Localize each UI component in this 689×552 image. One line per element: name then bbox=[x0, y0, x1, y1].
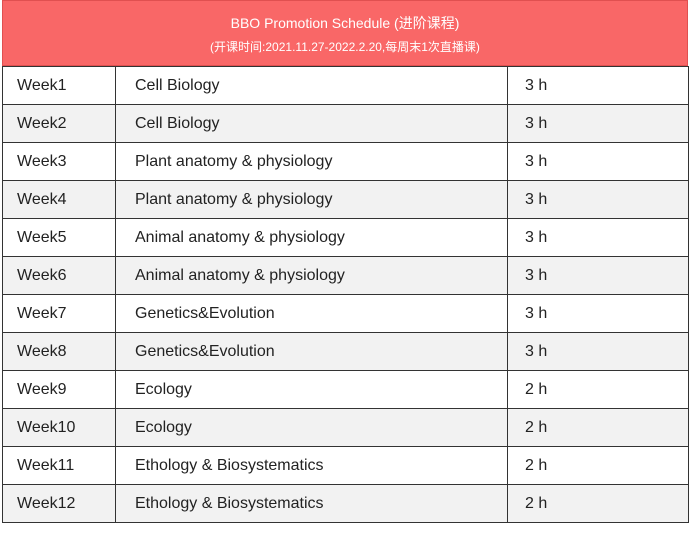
course-cell: Ethology & Biosystematics bbox=[115, 446, 508, 485]
table-row: Week9 Ecology 2 h bbox=[2, 370, 689, 409]
course-cell: Cell Biology bbox=[115, 66, 508, 105]
course-cell: Ecology bbox=[115, 370, 508, 409]
table-body: Week1 Cell Biology 3 h Week2 Cell Biology 3 h… bbox=[2, 66, 689, 523]
hours-cell: 3 h bbox=[507, 332, 689, 371]
title: BBO Promotion Schedule (进阶课程) bbox=[230, 15, 460, 31]
hours-cell: 3 h bbox=[507, 142, 689, 181]
week-cell: Week7 bbox=[2, 294, 116, 333]
table-row: Week1 Cell Biology 3 h bbox=[2, 66, 689, 105]
week-cell: Week8 bbox=[2, 332, 116, 371]
hours-cell: 2 h bbox=[507, 484, 689, 523]
week-cell: Week12 bbox=[2, 484, 116, 523]
table-row: Week2 Cell Biology 3 h bbox=[2, 104, 689, 143]
week-cell: Week1 bbox=[2, 66, 116, 105]
schedule: BBO Promotion Schedule (进阶课程) (开课时间:2021… bbox=[2, 0, 689, 523]
week-cell: Week4 bbox=[2, 180, 116, 219]
course-cell: Cell Biology bbox=[115, 104, 508, 143]
week-cell: Week10 bbox=[2, 408, 116, 447]
hours-cell: 2 h bbox=[507, 370, 689, 409]
table-row: Week6 Animal anatomy & physiology 3 h bbox=[2, 256, 689, 295]
hours-cell: 3 h bbox=[507, 180, 689, 219]
week-cell: Week3 bbox=[2, 142, 116, 181]
schedule-table: Week1 Cell Biology 3 h Week2 Cell Biology 3 h… bbox=[2, 66, 689, 523]
course-cell: Ethology & Biosystematics bbox=[115, 484, 508, 523]
course-cell: Animal anatomy & physiology bbox=[115, 218, 508, 257]
week-cell: Week5 bbox=[2, 218, 116, 257]
hours-cell: 2 h bbox=[507, 446, 689, 485]
week-cell: Week6 bbox=[2, 256, 116, 295]
table-row: Week4 Plant anatomy & physiology 3 h bbox=[2, 180, 689, 219]
course-cell: Genetics&Evolution bbox=[115, 332, 508, 371]
hours-cell: 3 h bbox=[507, 294, 689, 333]
hours-cell: 3 h bbox=[507, 256, 689, 295]
week-cell: Week11 bbox=[2, 446, 116, 485]
course-cell: Genetics&Evolution bbox=[115, 294, 508, 333]
table-row: Week7 Genetics&Evolution 3 h bbox=[2, 294, 689, 333]
week-cell: Week9 bbox=[2, 370, 116, 409]
subtitle: (开课时间:2021.11.27-2022.2.20,每周末1次直播课) bbox=[210, 40, 480, 54]
table-row: Week3 Plant anatomy & physiology 3 h bbox=[2, 142, 689, 181]
course-cell: Animal anatomy & physiology bbox=[115, 256, 508, 295]
hours-cell: 3 h bbox=[507, 104, 689, 143]
table-row: Week8 Genetics&Evolution 3 h bbox=[2, 332, 689, 371]
table-row: Week5 Animal anatomy & physiology 3 h bbox=[2, 218, 689, 257]
table-row: Week11 Ethology & Biosystematics 2 h bbox=[2, 446, 689, 485]
course-cell: Plant anatomy & physiology bbox=[115, 180, 508, 219]
table-row: Week10 Ecology 2 h bbox=[2, 408, 689, 447]
hours-cell: 2 h bbox=[507, 408, 689, 447]
course-cell: Plant anatomy & physiology bbox=[115, 142, 508, 181]
header: BBO Promotion Schedule (进阶课程) (开课时间:2021… bbox=[2, 0, 688, 66]
table-row: Week12 Ethology & Biosystematics 2 h bbox=[2, 484, 689, 523]
week-cell: Week2 bbox=[2, 104, 116, 143]
course-cell: Ecology bbox=[115, 408, 508, 447]
hours-cell: 3 h bbox=[507, 66, 689, 105]
hours-cell: 3 h bbox=[507, 218, 689, 257]
